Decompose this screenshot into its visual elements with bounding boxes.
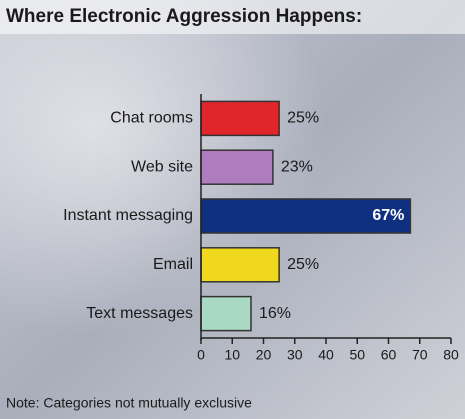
x-tick-label: 40 (318, 347, 334, 363)
category-label: Instant messaging (63, 207, 193, 224)
bar (200, 198, 412, 234)
category-label: Text messages (86, 305, 193, 322)
category-label: Chat rooms (110, 110, 193, 127)
bar (200, 100, 280, 137)
value-label: 23% (281, 158, 313, 175)
x-tick-label: 60 (381, 347, 397, 363)
x-tick-label: 70 (412, 347, 428, 363)
x-tick-label: 30 (287, 347, 303, 363)
value-label: 25% (287, 256, 319, 273)
value-label: 67% (372, 207, 404, 224)
note: Note: Categories not mutually exclusive (6, 395, 252, 411)
x-tick-label: 20 (256, 347, 272, 363)
category-label: Web site (131, 158, 193, 175)
category-label: Email (153, 256, 193, 273)
bar (200, 295, 252, 332)
bar (200, 149, 274, 185)
title-band (0, 0, 465, 34)
bar (200, 247, 280, 283)
x-tick-label: 0 (197, 347, 205, 363)
chart-title: Where Electronic Aggression Happens: (6, 6, 362, 27)
x-tick-label: 10 (224, 347, 240, 363)
x-tick-label: 80 (443, 347, 459, 363)
value-label: 16% (259, 305, 291, 322)
value-label: 25% (287, 110, 319, 127)
x-tick-label: 50 (349, 347, 365, 363)
